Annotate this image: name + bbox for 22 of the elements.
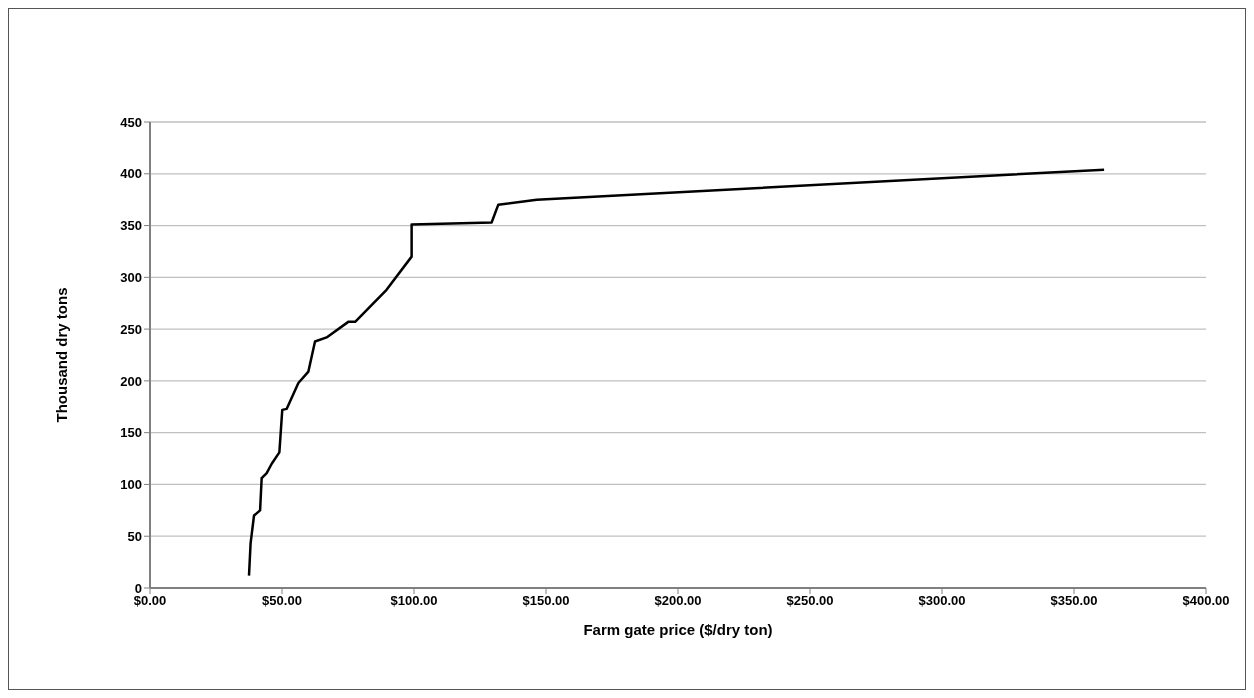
line-series	[247, 168, 1106, 577]
x-axis-title: Farm gate price ($/dry ton)	[583, 621, 773, 638]
y-tick-label: 0	[134, 580, 142, 596]
y-tick-label: 400	[120, 166, 142, 182]
x-tick-label: $50.00	[262, 593, 302, 609]
y-tick-label: 50	[127, 528, 142, 544]
x-tick-label: $250.00	[786, 593, 834, 609]
y-axis-title: Thousand dry tons	[53, 287, 71, 423]
x-tick-label: $150.00	[522, 593, 570, 609]
x-tick-label: $0.00	[133, 593, 167, 609]
y-tick-label: 100	[120, 477, 142, 493]
x-tick-label: $300.00	[918, 593, 966, 609]
y-tick-label: 200	[120, 373, 142, 389]
y-tick-label: 150	[120, 425, 142, 441]
x-tick-label: $200.00	[654, 593, 702, 609]
y-tick-label: 350	[120, 218, 142, 234]
y-tick-label: 300	[120, 269, 142, 285]
y-tick-label: 250	[120, 321, 142, 337]
x-tick-label: $400.00	[1182, 593, 1230, 609]
x-tick-label: $350.00	[1050, 593, 1098, 609]
x-tick-label: $100.00	[390, 593, 438, 609]
y-tick-label: 450	[120, 114, 142, 130]
